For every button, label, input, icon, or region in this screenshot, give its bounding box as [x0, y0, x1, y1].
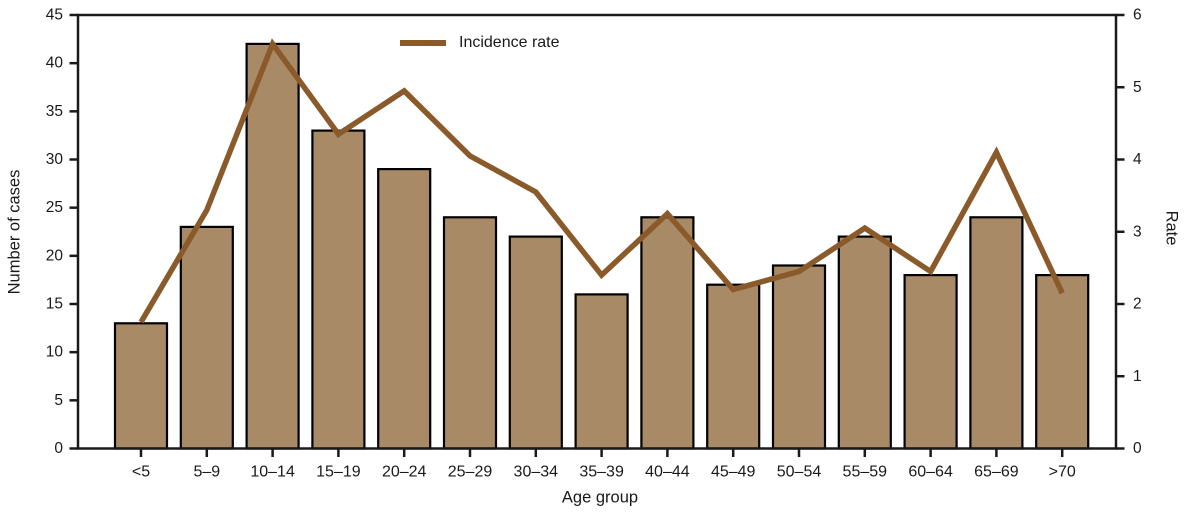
- y-axis-title-left: Number of cases: [5, 169, 24, 295]
- y-right-tick-label: 3: [1133, 223, 1142, 240]
- x-axis-title: Age group: [561, 488, 639, 507]
- x-tick-label: 50–54: [777, 464, 822, 481]
- y-left-tick-label: 25: [46, 199, 63, 216]
- y-left-tick-label: 0: [54, 440, 63, 457]
- incidence-rate-line: [138, 38, 1065, 324]
- bar-55–59: [837, 235, 892, 450]
- chart-legend: Incidence rate: [400, 34, 560, 52]
- bar-45–49: [706, 283, 761, 450]
- x-tick-label: >70: [1049, 464, 1076, 481]
- y-left-tick-label: 5: [54, 392, 63, 409]
- y-right-tick-label: 5: [1133, 79, 1142, 96]
- y-left-tick-label: 45: [46, 7, 63, 24]
- legend-label: Incidence rate: [459, 34, 560, 51]
- bar-40–44: [640, 216, 695, 450]
- bar-35–39: [574, 293, 629, 450]
- x-tick-label: 60–64: [908, 464, 953, 481]
- y-left-tick-label: 35: [46, 103, 63, 120]
- x-tick-label: 65–69: [974, 464, 1019, 481]
- bar-30–34: [508, 235, 563, 450]
- bar-5–9: [179, 225, 234, 450]
- x-tick-label: 45–49: [711, 464, 756, 481]
- x-tick-label: 20–24: [382, 464, 427, 481]
- y-right-tick-label: 1: [1133, 368, 1142, 385]
- x-tick-label: <5: [132, 464, 150, 481]
- bar-60–64: [903, 274, 958, 450]
- bar-15–19: [311, 129, 366, 450]
- y-left-tick-label: 20: [46, 247, 64, 264]
- legend-line-swatch: [400, 40, 446, 46]
- x-tick-label: 55–59: [843, 464, 888, 481]
- bar-10–14: [245, 42, 300, 450]
- bar-50–54: [771, 264, 827, 450]
- y-right-tick-label: 2: [1133, 296, 1142, 313]
- x-tick-label: 35–39: [579, 464, 624, 481]
- bar-20–24: [377, 168, 432, 450]
- x-tick-label: 5–9: [193, 464, 220, 481]
- y-right-tick-label: 6: [1133, 7, 1142, 24]
- bar-25–29: [442, 216, 498, 450]
- bar-65–69: [969, 216, 1024, 450]
- y-left-tick-label: 30: [46, 151, 64, 168]
- y-left-tick-label: 15: [46, 296, 63, 313]
- y-left-tick-label: 40: [46, 55, 64, 72]
- x-tick-label: 10–14: [250, 464, 295, 481]
- bar->70: [1035, 274, 1090, 450]
- y-axis-title-right: Rate: [1162, 210, 1181, 246]
- x-tick-label: 15–19: [316, 464, 361, 481]
- y-right-tick-label: 4: [1133, 151, 1142, 168]
- x-tick-label: 30–34: [514, 464, 559, 481]
- y-left-tick-label: 10: [46, 344, 64, 361]
- y-right-tick-label: 0: [1133, 440, 1142, 457]
- x-tick-label: 40–44: [645, 464, 690, 481]
- x-tick-label: 25–29: [448, 464, 493, 481]
- bar-<5: [113, 322, 169, 450]
